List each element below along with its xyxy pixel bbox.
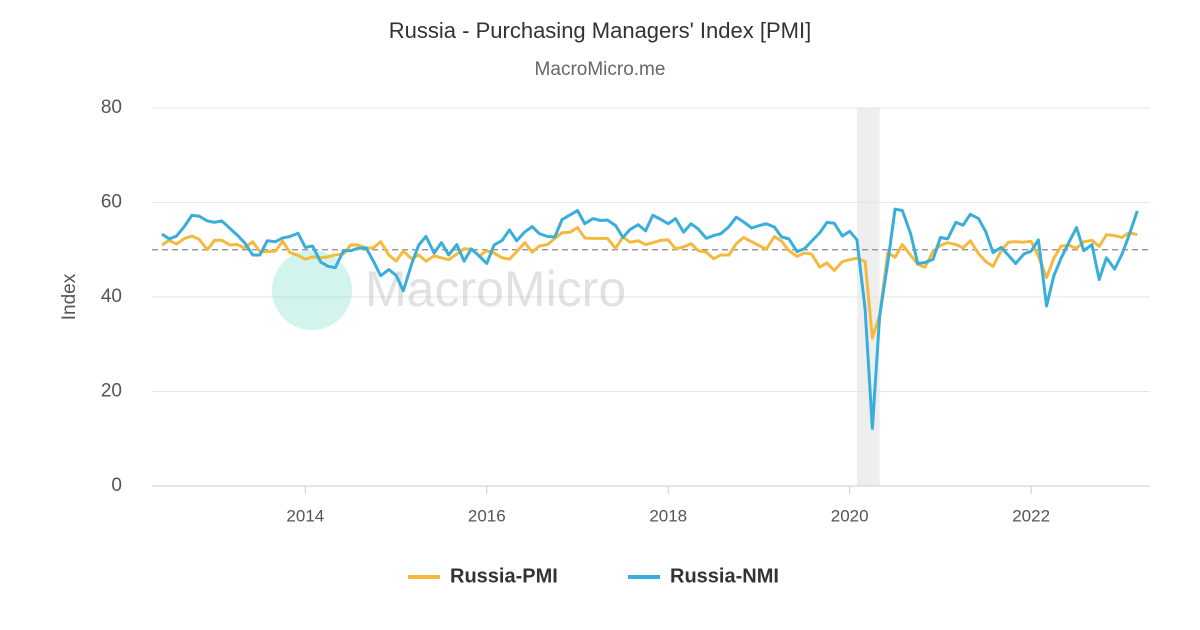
chart-title: Russia - Purchasing Managers' Index [PMI… — [389, 18, 811, 43]
chart-subtitle: MacroMicro.me — [535, 59, 666, 80]
y-tick-label: 20 — [101, 381, 122, 402]
y-axis-label: Index — [59, 273, 80, 320]
y-tick-label: 80 — [101, 97, 122, 118]
watermark-logo — [272, 250, 352, 330]
legend-label: Russia-NMI — [670, 565, 779, 587]
x-tick-label: 2018 — [649, 506, 687, 525]
series-line — [161, 226, 1138, 340]
y-tick-label: 40 — [101, 286, 122, 307]
x-tick-label: 2016 — [468, 506, 506, 525]
series-line — [161, 207, 1139, 430]
y-tick-label: 0 — [111, 475, 122, 496]
watermark: MacroMicro — [272, 250, 626, 330]
legend-label: Russia-PMI — [450, 565, 558, 587]
x-tick-label: 2020 — [831, 506, 869, 525]
x-tick-label: 2014 — [286, 506, 324, 525]
y-tick-label: 60 — [101, 192, 122, 213]
x-tick-label: 2022 — [1012, 506, 1050, 525]
